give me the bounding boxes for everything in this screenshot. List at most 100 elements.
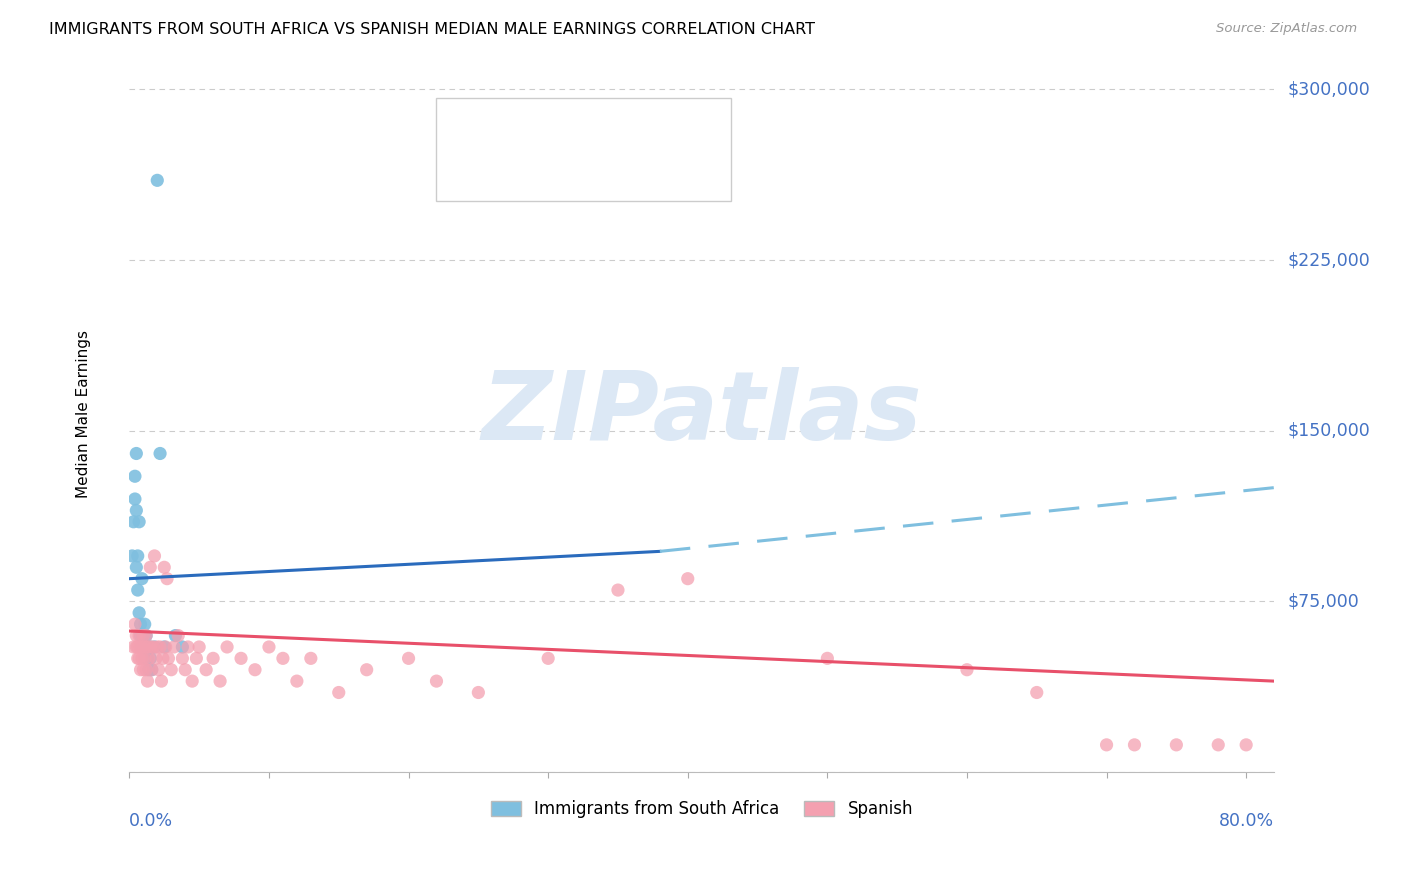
Point [136, 640, 159, 654]
Point [285, 674, 308, 689]
Point [328, 685, 350, 699]
Point [143, 549, 166, 563]
Text: 80.0%: 80.0% [1219, 812, 1274, 830]
Point [136, 640, 159, 654]
Point [129, 663, 152, 677]
Point [163, 640, 186, 654]
Point [139, 651, 162, 665]
Text: IMMIGRANTS FROM SOUTH AFRICA VS SPANISH MEDIAN MALE EARNINGS CORRELATION CHART: IMMIGRANTS FROM SOUTH AFRICA VS SPANISH … [49, 22, 815, 37]
Point [135, 629, 157, 643]
Point [135, 651, 157, 665]
Point [139, 640, 162, 654]
Point [148, 663, 170, 677]
Point [257, 640, 280, 654]
Point [467, 685, 489, 699]
Point [149, 446, 172, 460]
Point [146, 640, 169, 654]
Point [195, 663, 218, 677]
Point [132, 640, 155, 654]
Text: Median Male Earnings: Median Male Earnings [76, 330, 91, 498]
Point [122, 515, 145, 529]
Point [607, 583, 630, 598]
Point [153, 560, 176, 574]
Point [136, 674, 159, 689]
Text: R =  0.066   N = 33: R = 0.066 N = 33 [481, 120, 643, 138]
Point [135, 663, 157, 677]
Point [1166, 738, 1188, 752]
Legend: Immigrants from South Africa, Spanish: Immigrants from South Africa, Spanish [484, 794, 920, 825]
Point [1234, 738, 1257, 752]
Point [129, 640, 152, 654]
Point [155, 640, 177, 654]
Point [398, 651, 420, 665]
Point [188, 640, 211, 654]
Point [125, 640, 148, 654]
Text: $75,000: $75,000 [1288, 592, 1360, 610]
Point [156, 572, 179, 586]
Text: $150,000: $150,000 [1288, 422, 1371, 440]
Point [142, 640, 165, 654]
Point [146, 173, 169, 187]
Text: $225,000: $225,000 [1288, 251, 1371, 269]
Point [125, 446, 148, 460]
Point [145, 651, 167, 665]
Point [128, 606, 150, 620]
Point [128, 515, 150, 529]
Point [136, 651, 159, 665]
Point [122, 640, 145, 654]
Point [186, 651, 208, 665]
Point [127, 651, 149, 665]
Point [141, 663, 163, 677]
Text: R = -0.283   N = 71: R = -0.283 N = 71 [481, 165, 644, 183]
Point [172, 640, 194, 654]
Text: ZIPatlas: ZIPatlas [481, 368, 922, 460]
Point [124, 469, 146, 483]
Text: Source: ZipAtlas.com: Source: ZipAtlas.com [1216, 22, 1357, 36]
Point [139, 560, 162, 574]
Point [128, 651, 150, 665]
Point [125, 560, 148, 574]
Point [153, 640, 176, 654]
Point [202, 651, 225, 665]
Point [299, 651, 322, 665]
Point [131, 640, 153, 654]
Point [243, 663, 266, 677]
Point [229, 651, 252, 665]
Point [135, 629, 157, 643]
Point [676, 572, 699, 586]
Point [125, 503, 148, 517]
Point [128, 629, 150, 643]
Point [167, 629, 190, 643]
Point [124, 491, 146, 506]
Point [134, 640, 156, 654]
Point [1025, 685, 1047, 699]
Point [127, 583, 149, 598]
Point [131, 572, 153, 586]
Point [956, 663, 979, 677]
Point [132, 629, 155, 643]
Point [127, 640, 149, 654]
Point [152, 651, 174, 665]
Point [815, 651, 838, 665]
Point [157, 651, 180, 665]
Point [181, 674, 204, 689]
Text: $300,000: $300,000 [1288, 80, 1371, 98]
Text: 0.0%: 0.0% [129, 812, 173, 830]
Point [134, 651, 156, 665]
Point [127, 549, 149, 563]
Point [165, 629, 187, 643]
Point [131, 651, 153, 665]
Point [149, 640, 172, 654]
Point [138, 651, 160, 665]
Point [1206, 738, 1229, 752]
Point [121, 549, 143, 563]
Point [125, 629, 148, 643]
Point [537, 651, 560, 665]
Point [124, 617, 146, 632]
Point [139, 640, 162, 654]
Point [1095, 738, 1118, 752]
Point [143, 640, 166, 654]
Point [129, 617, 152, 632]
Point [425, 674, 447, 689]
Point [271, 651, 294, 665]
